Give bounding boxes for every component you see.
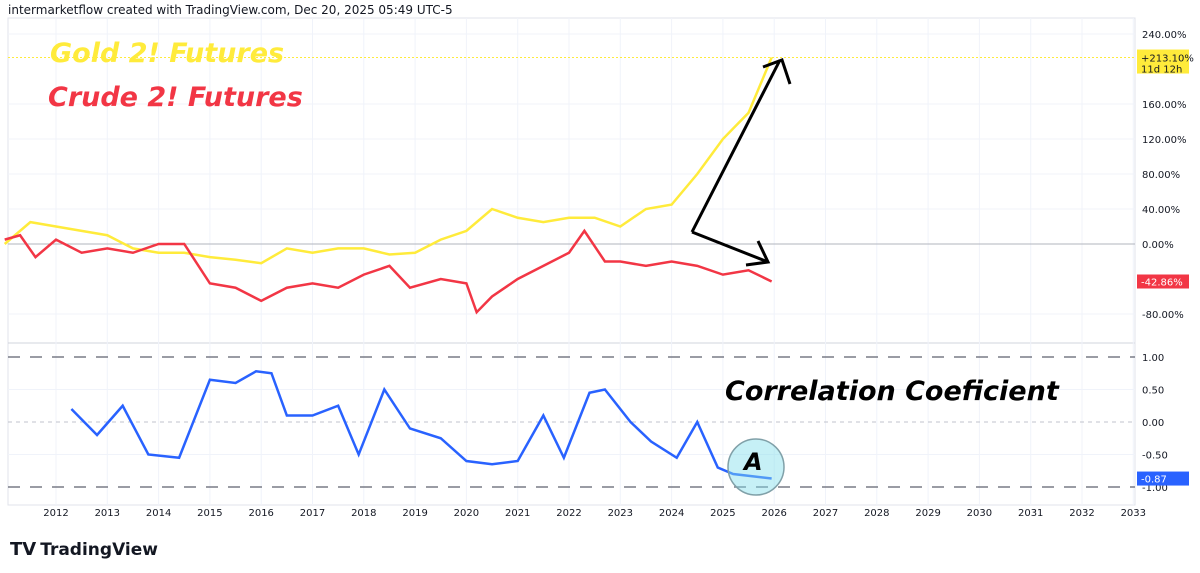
y-tick-label: 0.00%	[1142, 240, 1174, 251]
crude-series-line-last-value-badge	[1137, 274, 1189, 289]
y-tick-label: 40.00%	[1142, 205, 1180, 216]
x-tick-label: 2018	[351, 508, 376, 519]
gold-title: Gold 2! Futures	[50, 38, 284, 69]
y-tick-label: 160.00%	[1142, 100, 1187, 111]
arrow-annotation	[690, 58, 792, 267]
x-tick-label: 2022	[556, 508, 581, 519]
x-tick-label: 2028	[864, 508, 889, 519]
x-tick-label: 2026	[761, 508, 786, 519]
x-tick-label: 2032	[1069, 508, 1094, 519]
y-tick-label: -0.50	[1142, 451, 1168, 462]
svg-text:-42.86%: -42.86%	[1141, 278, 1183, 289]
x-tick-label: 2014	[146, 508, 171, 519]
y-tick-label: 240.00%	[1142, 30, 1187, 41]
x-tick-label: 2019	[402, 508, 427, 519]
y-tick-label: 1.00	[1142, 353, 1164, 364]
svg-text:11d 12h: 11d 12h	[1141, 65, 1182, 76]
y-tick-label: 120.00%	[1142, 135, 1187, 146]
chart-header: intermarketflow created with TradingView…	[8, 3, 453, 17]
x-tick-label: 2012	[43, 508, 68, 519]
gold-series-line-last-value-badge	[1137, 49, 1189, 74]
y-tick-label: 0.50	[1142, 386, 1164, 397]
y-tick-label: -1.00	[1142, 483, 1168, 494]
x-tick-label: 2030	[967, 508, 992, 519]
crude-series-line	[4, 228, 773, 315]
x-tick-label: 2024	[659, 508, 684, 519]
x-tick-label: 2029	[915, 508, 940, 519]
y-tick-label: -80.00%	[1142, 310, 1184, 321]
x-tick-label: 2027	[813, 508, 838, 519]
x-tick-label: 2025	[710, 508, 735, 519]
y-tick-label: 0.00	[1142, 418, 1164, 429]
y-tick-label: 80.00%	[1142, 170, 1180, 181]
x-tick-label: 2033	[1121, 508, 1146, 519]
correlation-series-line	[70, 370, 772, 480]
gold-series-line	[3, 57, 773, 265]
circle-annotation: A	[727, 438, 785, 496]
x-tick-label: 2023	[608, 508, 633, 519]
x-tick-label: 2013	[95, 508, 120, 519]
svg-text:A: A	[742, 448, 763, 476]
correlation-series-line-last-value-badge	[1137, 471, 1189, 486]
x-tick-label: 2017	[300, 508, 325, 519]
x-tick-label: 2016	[248, 508, 273, 519]
svg-text:+213.10%: +213.10%	[1141, 54, 1194, 65]
crude-title: Crude 2! Futures	[48, 82, 303, 113]
x-tick-label: 2021	[505, 508, 530, 519]
x-tick-label: 2020	[454, 508, 479, 519]
correlation-title: Correlation Coeficient	[725, 376, 1060, 407]
x-tick-label: 2031	[1018, 508, 1043, 519]
tradingview-logo[interactable]: 𝗧𝗩 TradingView	[10, 539, 158, 560]
svg-text:-0.87: -0.87	[1141, 475, 1167, 486]
x-tick-label: 2015	[197, 508, 222, 519]
